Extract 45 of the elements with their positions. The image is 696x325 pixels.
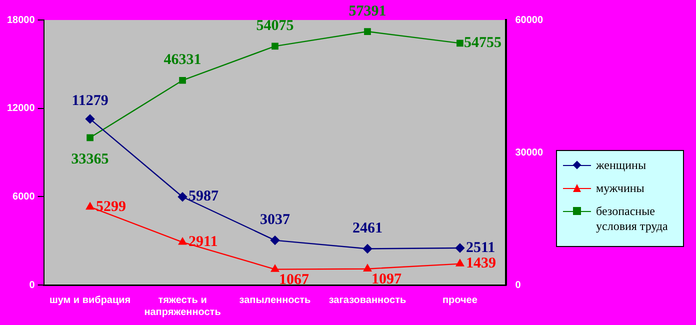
point	[364, 28, 371, 35]
point	[362, 244, 372, 254]
point	[86, 134, 94, 142]
data-label: 57391	[348, 3, 386, 20]
y2-tick-label: 30000	[515, 147, 544, 158]
data-label: 54755	[464, 35, 502, 52]
point	[178, 238, 187, 245]
point	[86, 202, 94, 210]
x-tick-label: тяжесть и напряженность	[144, 294, 221, 318]
x-tick-label: прочее	[442, 294, 478, 306]
data-label: 5299	[96, 198, 126, 215]
data-label: 1439	[466, 256, 496, 272]
data-label: 3037	[260, 212, 290, 228]
data-label: 2461	[352, 220, 382, 237]
x-tick-label: загазованность	[328, 294, 406, 306]
point	[456, 259, 464, 266]
legend-label: женщины	[596, 158, 646, 173]
data-label: 1097	[371, 272, 402, 288]
legend-label: безопасные условия труда	[596, 204, 669, 234]
point	[179, 76, 186, 84]
y-tick-label: 0	[29, 280, 36, 291]
data-label: 46331	[164, 52, 202, 68]
data-label: 1067	[279, 272, 310, 288]
data-label: 33365	[71, 152, 109, 168]
y-tick-label: 18000	[6, 14, 36, 26]
point	[270, 236, 280, 245]
point	[456, 40, 464, 47]
legend-label: мужчины	[596, 181, 644, 196]
data-label: 11279	[72, 92, 108, 109]
data-label: 2511	[466, 240, 496, 256]
y2-tick-label: 0	[515, 280, 522, 291]
y2-tick-label: 60000	[515, 14, 544, 26]
data-label: 5987	[188, 188, 220, 205]
data-label: 54075	[256, 18, 294, 34]
y-tick-label: 6000	[12, 191, 36, 202]
point	[363, 264, 372, 272]
y-tick-label: 12000	[6, 103, 36, 114]
data-label: 2911	[188, 234, 218, 250]
point	[85, 114, 95, 124]
point	[178, 192, 188, 202]
x-tick-label: шум и вибрация	[49, 294, 131, 306]
point	[270, 264, 280, 272]
point	[455, 243, 465, 253]
x-tick-label: запыленность	[239, 294, 311, 306]
point	[272, 42, 278, 50]
